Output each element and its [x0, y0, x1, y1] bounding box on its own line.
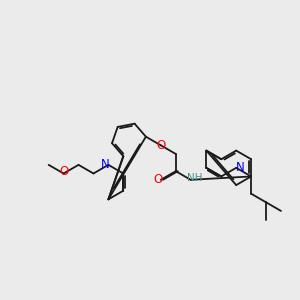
Text: N: N — [236, 161, 244, 174]
Text: N: N — [100, 158, 109, 171]
Text: O: O — [157, 139, 166, 152]
Text: O: O — [153, 173, 163, 186]
Text: NH: NH — [187, 173, 202, 183]
Text: O: O — [59, 166, 68, 178]
